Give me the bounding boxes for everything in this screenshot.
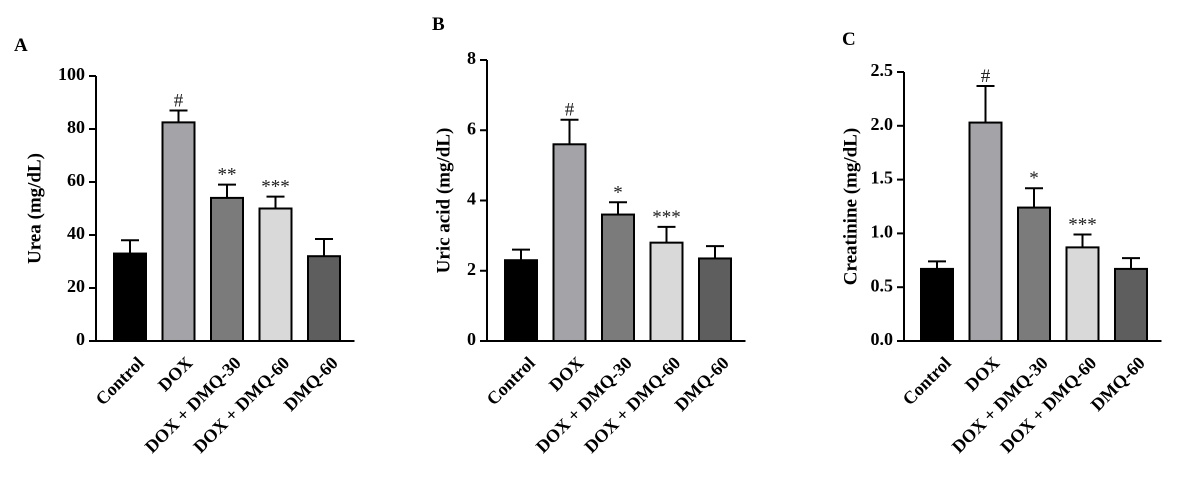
y-tick-label: 100 xyxy=(58,64,85,84)
bar xyxy=(161,121,196,342)
y-tick-label: 2.5 xyxy=(871,60,894,80)
y-tick-label: 0.5 xyxy=(871,275,894,295)
y-axis-label: Urea (mg/dL) xyxy=(24,153,45,264)
significance-marker: * xyxy=(613,182,623,203)
x-tick-label: DOX xyxy=(154,353,196,395)
bar xyxy=(210,196,244,342)
y-axis-label: Creatinine (mg/dL) xyxy=(840,128,861,285)
significance-marker: ** xyxy=(218,165,237,186)
bar xyxy=(601,213,635,342)
significance-marker: *** xyxy=(1068,214,1097,235)
significance-marker: * xyxy=(1029,168,1039,189)
bar xyxy=(698,257,732,342)
x-tick-label: DOX xyxy=(545,353,587,395)
y-tick-label: 2.0 xyxy=(871,114,894,134)
bar xyxy=(1017,206,1051,342)
significance-marker: # xyxy=(981,66,991,87)
panel-letter: C xyxy=(842,29,856,50)
x-tick-label: DOX xyxy=(961,353,1003,395)
significance-marker: # xyxy=(174,90,184,111)
bar xyxy=(504,259,538,342)
bar xyxy=(113,252,147,342)
y-tick-label: 40 xyxy=(67,223,85,243)
y-tick-label: 0 xyxy=(467,329,476,349)
y-tick-label: 20 xyxy=(67,276,85,296)
x-tick-label: Control xyxy=(899,353,955,409)
bar xyxy=(552,143,587,342)
bar xyxy=(307,255,341,343)
y-tick-label: 0 xyxy=(76,329,85,349)
significance-marker: *** xyxy=(652,207,681,228)
panel-letter: A xyxy=(14,35,28,56)
bar xyxy=(920,267,954,342)
bar xyxy=(1065,246,1100,342)
bar xyxy=(1114,267,1148,342)
y-tick-label: 80 xyxy=(67,117,85,137)
bar xyxy=(258,207,293,342)
bar xyxy=(649,241,684,342)
panel-letter: B xyxy=(432,14,445,35)
y-tick-label: 0.0 xyxy=(871,329,894,349)
y-tick-label: 6 xyxy=(467,118,476,138)
x-tick-label: Control xyxy=(483,353,539,409)
significance-marker: *** xyxy=(261,177,290,198)
significance-marker: # xyxy=(565,100,575,121)
bar xyxy=(968,121,1003,342)
y-axis-label: Uric acid (mg/dL) xyxy=(433,128,454,274)
x-tick-label: DMQ-60 xyxy=(1087,353,1149,415)
x-tick-label: Control xyxy=(92,353,148,409)
y-tick-label: 4 xyxy=(467,189,476,209)
y-tick-label: 60 xyxy=(67,170,85,190)
y-tick-label: 1.0 xyxy=(871,222,894,242)
y-tick-label: 2 xyxy=(467,259,476,279)
y-tick-label: 8 xyxy=(467,48,476,68)
x-tick-label: DMQ-60 xyxy=(280,353,342,415)
y-tick-label: 1.5 xyxy=(871,168,894,188)
x-tick-label: DMQ-60 xyxy=(671,353,733,415)
